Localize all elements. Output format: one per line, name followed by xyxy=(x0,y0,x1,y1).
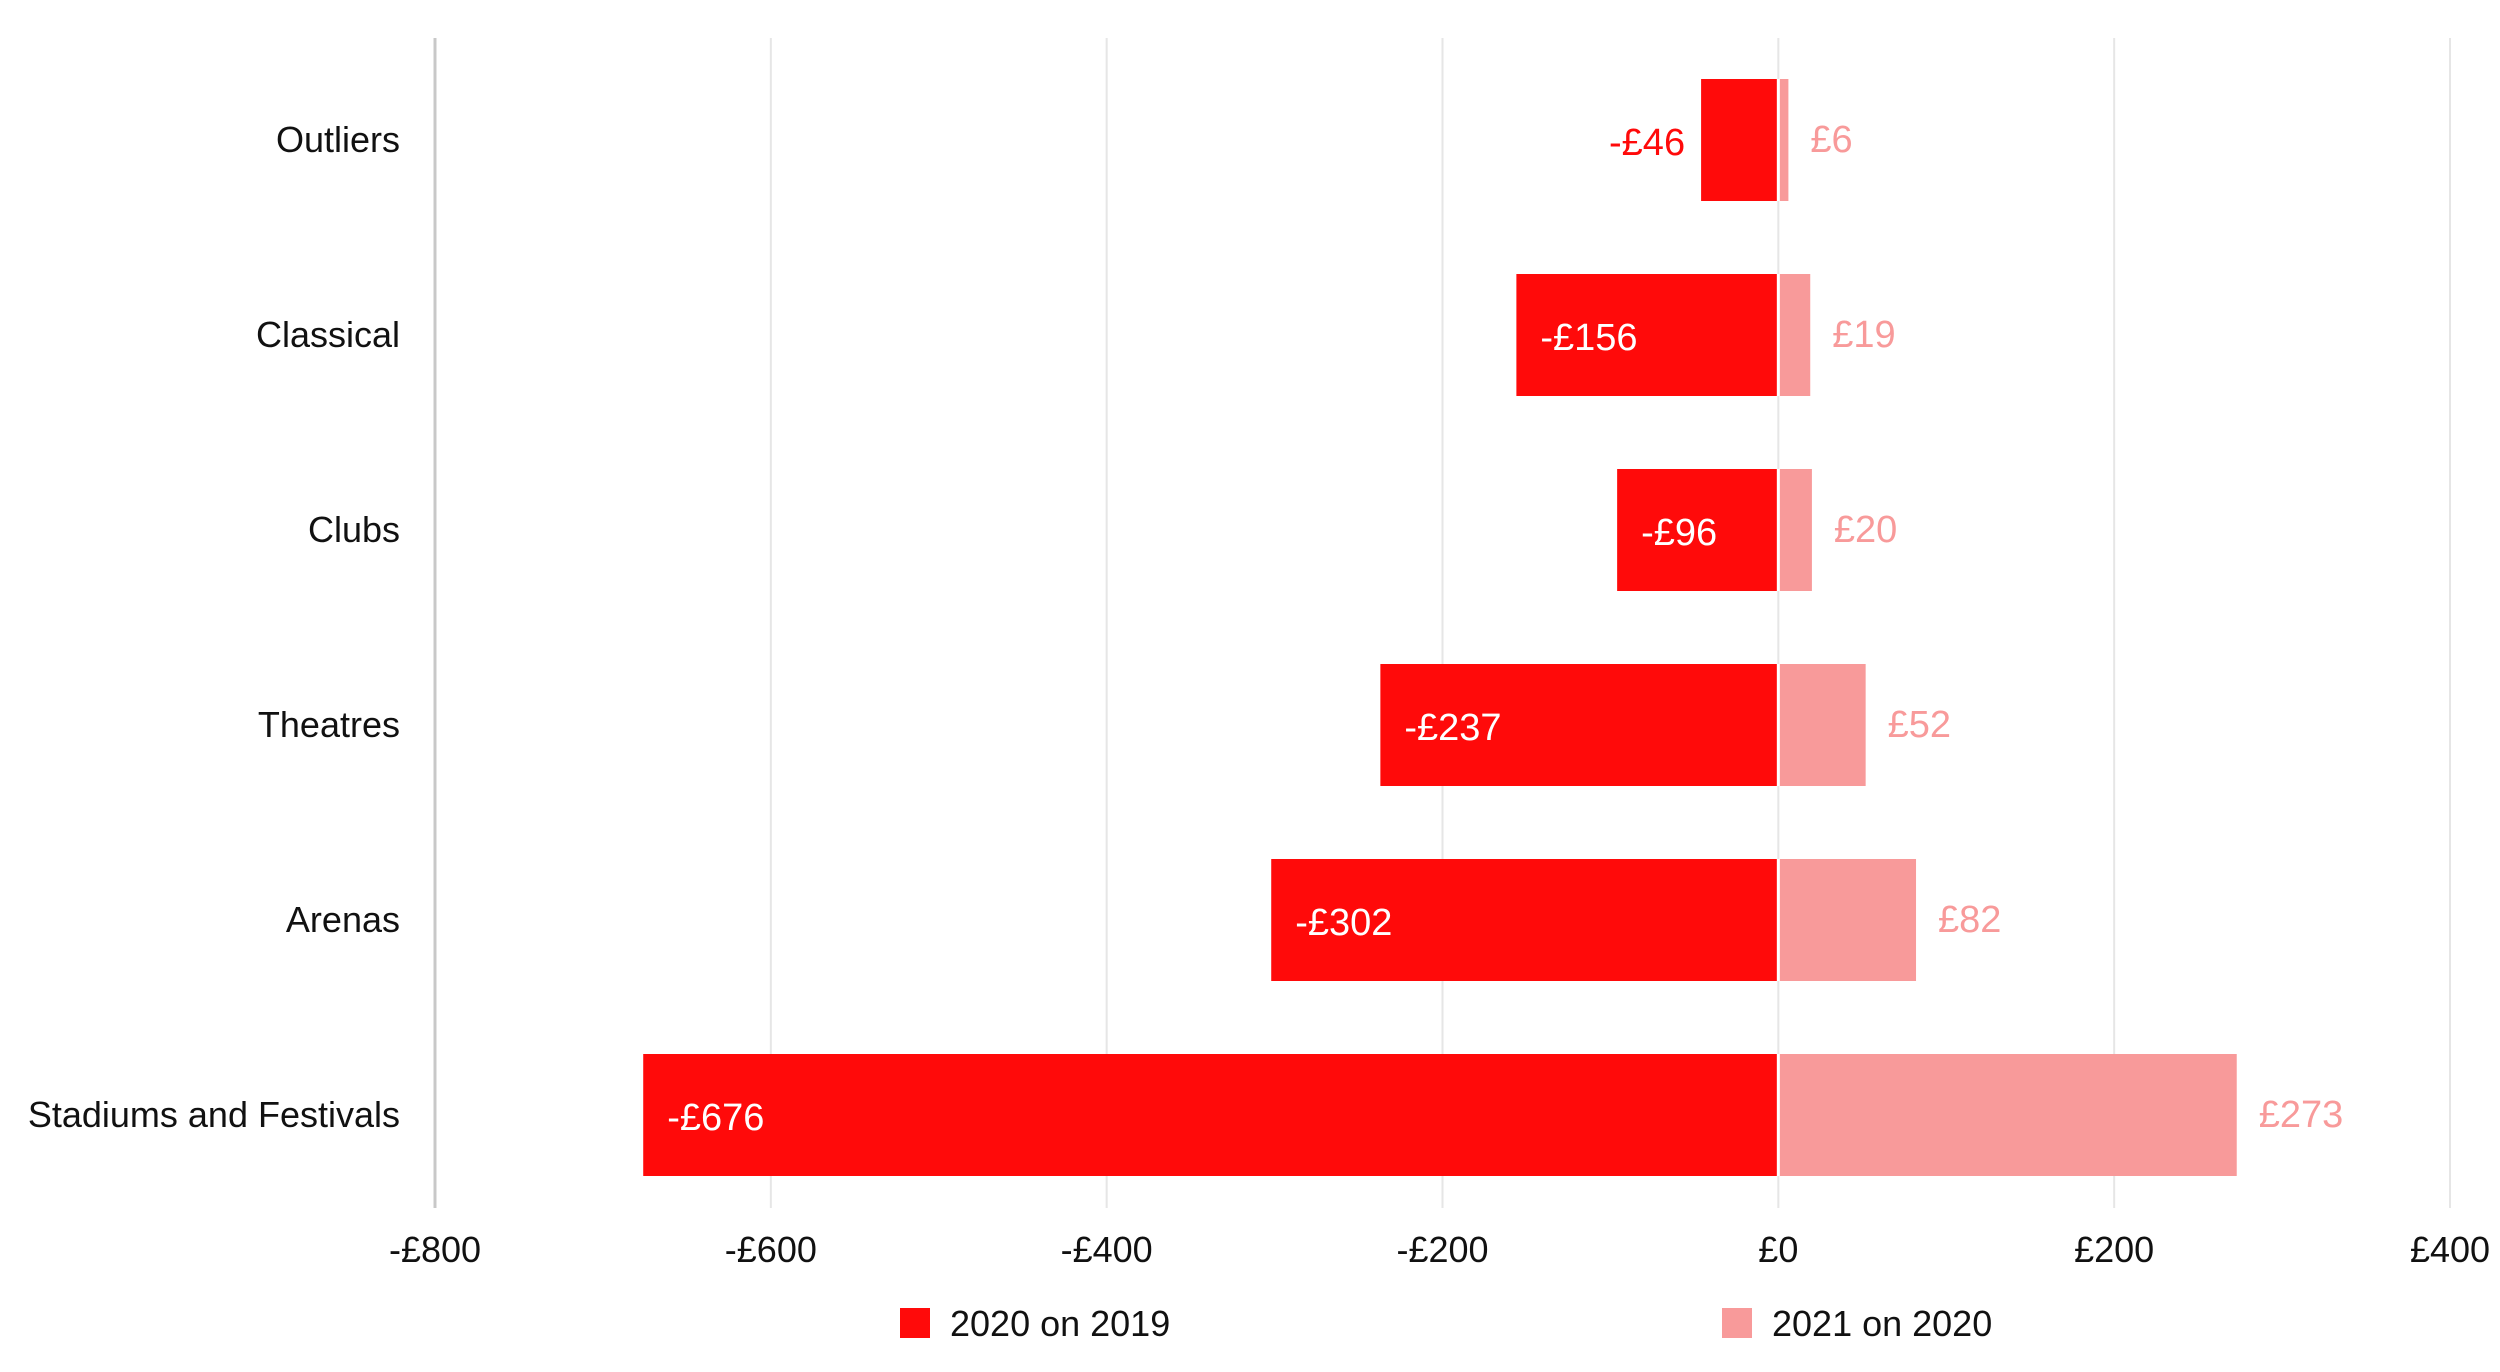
data-labels: -£46 £6 -£156 £19 -£96 £20 -£237 £52 -£302 £82 -£6… xyxy=(667,119,2343,1139)
x-tick-label: £200 xyxy=(2074,1229,2154,1270)
data-label-2021-on-2020: £19 xyxy=(1832,314,1895,356)
data-label-2020-on-2019: -£96 xyxy=(1641,512,1717,554)
legend-swatch-2020-on-2019 xyxy=(900,1308,930,1338)
legend-item: 2020 on 2019 xyxy=(900,1303,1170,1344)
data-label-2021-on-2020: £82 xyxy=(1938,899,2001,941)
data-label-2020-on-2019: -£156 xyxy=(1540,317,1637,359)
category-label: Arenas xyxy=(286,899,400,940)
x-tick-label: £0 xyxy=(1758,1229,1798,1270)
x-tick-label: £400 xyxy=(2410,1229,2490,1270)
data-label-2021-on-2020: £6 xyxy=(1810,119,1852,161)
x-tick-label: -£400 xyxy=(1061,1229,1153,1270)
data-label-2020-on-2019: -£46 xyxy=(1609,122,1685,164)
category-label: Stadiums and Festivals xyxy=(28,1094,400,1135)
legend-label-2020-on-2019: 2020 on 2019 xyxy=(950,1303,1170,1344)
bar-2020-on-2019 xyxy=(1271,859,1779,981)
x-tick-label: -£600 xyxy=(725,1229,817,1270)
data-label-2021-on-2020: £52 xyxy=(1888,704,1951,746)
bar-2020-on-2019 xyxy=(643,1054,1779,1176)
data-label-2020-on-2019: -£676 xyxy=(667,1097,764,1139)
bar-2021-on-2020 xyxy=(1778,274,1811,396)
bar-2021-on-2020 xyxy=(1778,859,1917,981)
category-labels: Outliers Classical Clubs Theatres Arenas Stad… xyxy=(28,119,400,1135)
x-axis-ticks: -£800 -£600 -£400 -£200 £0 £200 £400 xyxy=(389,1229,2490,1270)
legend-label-2021-on-2020: 2021 on 2020 xyxy=(1772,1303,1992,1344)
gridlines xyxy=(433,38,2451,1208)
category-label: Theatres xyxy=(258,704,400,745)
bars xyxy=(643,79,2237,1176)
bar-2020-on-2019 xyxy=(1516,274,1779,396)
bar-2021-on-2020 xyxy=(1778,664,1866,786)
bar-2021-on-2020 xyxy=(1778,79,1789,201)
category-label: Classical xyxy=(256,314,400,355)
category-label: Clubs xyxy=(308,509,400,550)
x-tick-label: -£800 xyxy=(389,1229,481,1270)
bar-2020-on-2019 xyxy=(1380,664,1779,786)
data-label-2020-on-2019: -£237 xyxy=(1404,707,1501,749)
legend-item: 2021 on 2020 xyxy=(1722,1303,1992,1344)
bar-2020-on-2019 xyxy=(1701,79,1779,201)
x-tick-label: -£200 xyxy=(1396,1229,1488,1270)
legend-swatch-2021-on-2020 xyxy=(1722,1308,1752,1338)
data-label-2021-on-2020: £273 xyxy=(2259,1094,2344,1136)
data-label-2020-on-2019: -£302 xyxy=(1295,902,1392,944)
bar-2020-on-2019 xyxy=(1617,469,1779,591)
bar-2021-on-2020 xyxy=(1778,469,1812,591)
bar-2021-on-2020 xyxy=(1778,1054,2237,1176)
category-label: Outliers xyxy=(276,119,400,160)
legend: 2020 on 2019 2021 on 2020 xyxy=(900,1303,1992,1344)
data-label-2021-on-2020: £20 xyxy=(1834,509,1897,551)
